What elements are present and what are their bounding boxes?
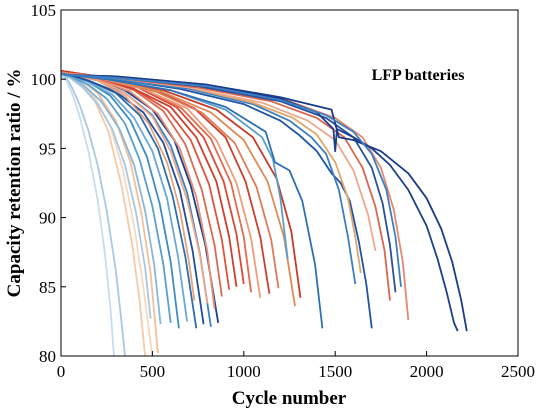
series-layer bbox=[61, 70, 468, 356]
x-tick-label-0: 0 bbox=[57, 362, 66, 381]
x-axis-label: Cycle number bbox=[232, 388, 347, 409]
series-line-1 bbox=[61, 74, 126, 356]
y-axis-label: Capacity retention ratio / % bbox=[4, 69, 25, 298]
series-line-31 bbox=[61, 72, 357, 285]
series-line-8 bbox=[61, 72, 172, 323]
series-line-38 bbox=[61, 72, 468, 332]
series-line-6 bbox=[61, 74, 152, 319]
x-tick-label-500: 500 bbox=[140, 362, 166, 381]
x-tick-label-1000: 1000 bbox=[227, 362, 261, 381]
ticks-layer: 0 500 1000 1500 2000 2500 80 85 90 95 100 105 bbox=[31, 1, 536, 381]
y-tick-label-85: 85 bbox=[39, 278, 56, 297]
x-tick-label-2500: 2500 bbox=[501, 362, 535, 381]
series-line-2 bbox=[61, 75, 115, 356]
plot-frame bbox=[60, 9, 519, 357]
y-tick-label-95: 95 bbox=[39, 139, 56, 158]
y-tick-label-80: 80 bbox=[39, 347, 56, 366]
y-tick-label-90: 90 bbox=[39, 209, 56, 228]
y-tick-label-105: 105 bbox=[31, 1, 57, 20]
series-line-12 bbox=[61, 72, 205, 325]
x-tick-label-2000: 2000 bbox=[410, 362, 444, 381]
series-line-39 bbox=[61, 72, 402, 287]
x-tick-label-1500: 1500 bbox=[318, 362, 352, 381]
annotation-label: LFP batteries bbox=[372, 67, 465, 84]
y-tick-label-100: 100 bbox=[31, 70, 57, 89]
plot-area bbox=[61, 10, 518, 356]
